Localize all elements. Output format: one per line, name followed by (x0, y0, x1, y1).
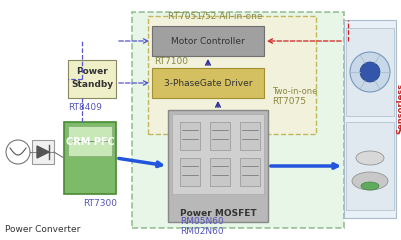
Bar (152, 26, 263, 56)
Bar (180, 122, 200, 150)
Text: Standby: Standby (71, 80, 113, 89)
Text: Two-in-one: Two-in-one (271, 88, 316, 96)
Bar (148, 16, 315, 134)
Circle shape (349, 52, 389, 92)
Text: RT7300: RT7300 (83, 199, 117, 209)
Text: CRM PFC: CRM PFC (65, 137, 114, 147)
Polygon shape (37, 146, 49, 158)
Text: Power Converter: Power Converter (5, 225, 80, 234)
Bar (209, 158, 229, 186)
Text: Power MOSFET: Power MOSFET (179, 210, 256, 218)
Ellipse shape (355, 151, 383, 165)
Text: RT7051/52 All-in-one: RT7051/52 All-in-one (167, 12, 261, 20)
Text: 3-PhaseGate Driver: 3-PhaseGate Driver (163, 78, 251, 88)
Bar (152, 68, 263, 98)
Bar (172, 114, 263, 194)
Bar (64, 122, 116, 194)
Bar (180, 158, 200, 186)
Text: Power: Power (76, 67, 107, 76)
Circle shape (359, 62, 379, 82)
Text: RT7075: RT7075 (271, 97, 305, 107)
Text: RT8409: RT8409 (68, 103, 101, 113)
Bar (168, 110, 267, 222)
Text: Motor Controller: Motor Controller (171, 36, 244, 46)
Text: RT7100: RT7100 (154, 58, 188, 66)
Bar (345, 28, 393, 116)
Text: RM05N60: RM05N60 (180, 216, 223, 226)
Text: RM02N60: RM02N60 (180, 228, 223, 236)
Text: Sensorless
or Hall-sensor: Sensorless or Hall-sensor (395, 75, 401, 141)
Ellipse shape (351, 172, 387, 190)
Circle shape (6, 140, 30, 164)
Bar (68, 60, 116, 98)
Bar (68, 126, 112, 156)
Bar (239, 122, 259, 150)
Bar (209, 122, 229, 150)
Ellipse shape (360, 182, 378, 190)
Bar (132, 12, 343, 228)
Bar (345, 122, 393, 210)
Bar (343, 20, 395, 218)
Bar (239, 158, 259, 186)
Bar (32, 140, 54, 164)
